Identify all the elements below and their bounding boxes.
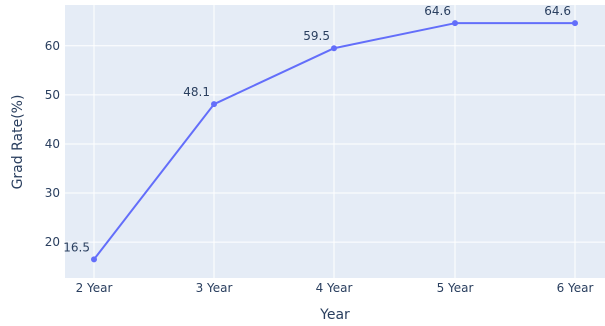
x-axis-ticks: 2 Year 3 Year 4 Year 5 Year 6 Year [76,281,594,295]
data-point [91,256,97,263]
data-label: 16.5 [63,240,90,254]
data-point [452,20,458,27]
x-tick-label: 2 Year [76,281,113,295]
x-tick-label: 4 Year [316,281,353,295]
data-point [211,101,217,108]
y-tick-label: 30 [45,186,60,200]
y-tick-label: 20 [45,235,60,249]
data-point [331,45,337,52]
data-label: 64.6 [544,4,571,18]
series-layer: 16.5 48.1 59.5 64.6 64.6 [63,4,578,263]
data-label: 64.6 [424,4,451,18]
x-tick-label: 6 Year [557,281,594,295]
y-tick-label: 40 [45,137,60,151]
y-axis-title: Grad Rate(%) [10,95,26,190]
y-tick-label: 50 [45,88,60,102]
y-axis-ticks: 20 30 40 50 60 [45,39,60,249]
data-point [572,20,578,27]
y-tick-label: 60 [45,39,60,53]
x-tick-label: 5 Year [437,281,474,295]
x-axis-title: Year [319,307,350,323]
data-label: 48.1 [183,85,210,99]
x-tick-label: 3 Year [196,281,233,295]
data-label: 59.5 [303,29,330,43]
